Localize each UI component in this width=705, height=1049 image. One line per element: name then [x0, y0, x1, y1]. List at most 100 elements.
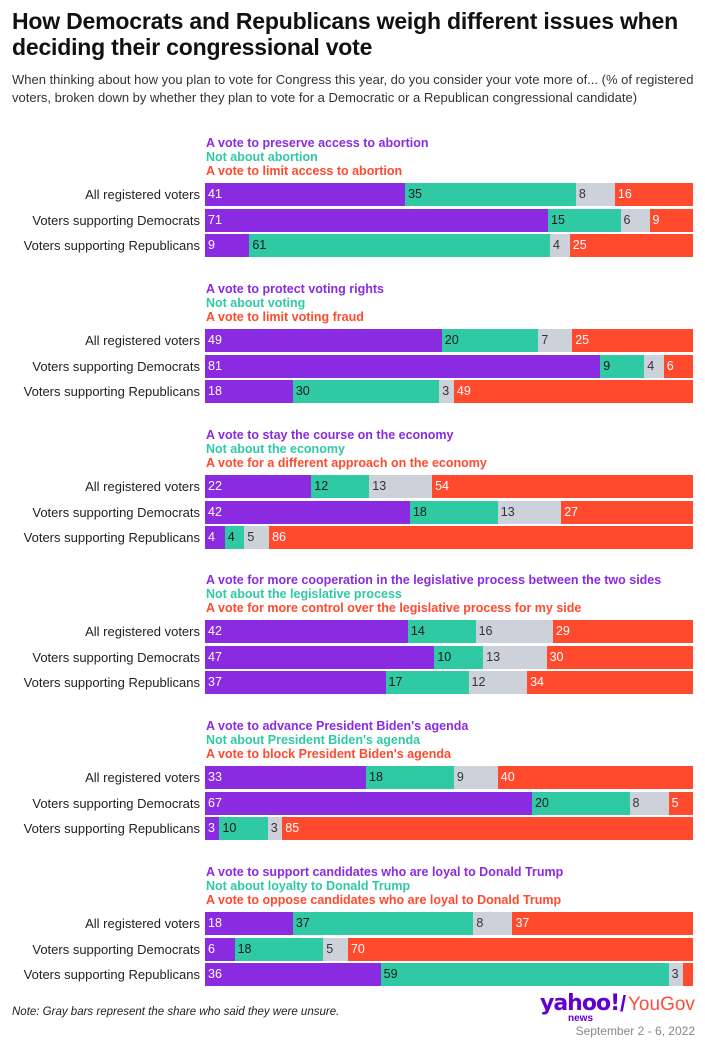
legend-entry: A vote to advance President Biden's agen… — [206, 719, 469, 733]
legend-entry: A vote to stay the course on the economy — [206, 428, 454, 442]
bar-segment-option1 — [205, 208, 549, 232]
chart-title: How Democrats and Republicans weigh diff… — [12, 8, 678, 60]
data-label: 4 — [227, 530, 235, 544]
category-label: Voters supporting Democrats — [32, 795, 200, 811]
data-label: 8 — [476, 916, 484, 930]
data-label: 30 — [295, 384, 310, 398]
bar-segment-option2 — [548, 208, 621, 232]
bar-segment-option3 — [497, 766, 694, 789]
legend-entry: A vote to limit access to abortion — [206, 164, 403, 178]
bar-segment-option3 — [668, 791, 694, 815]
data-label: 10 — [437, 649, 452, 664]
data-label: 34 — [530, 675, 544, 689]
category-label: Voters supporting Republicans — [23, 675, 200, 690]
data-label: 37 — [208, 675, 222, 689]
bar-segment-option3 — [282, 817, 694, 840]
bar-segment-option1 — [205, 912, 294, 935]
bar-segment-unsure — [629, 791, 669, 815]
chart-panel: A vote to support candidates who are loy… — [0, 865, 705, 1000]
bar-segment-option2 — [380, 963, 669, 986]
data-label: 25 — [575, 333, 590, 347]
bar-segment-unsure — [575, 183, 616, 206]
bar-segment-option1 — [205, 526, 226, 549]
category-label: Voters supporting Democrats — [32, 358, 200, 374]
data-label: 4 — [553, 238, 560, 252]
legend-entry: A vote to block President Biden's agenda — [206, 747, 451, 761]
data-label: 18 — [208, 916, 222, 930]
bar-segment-option1 — [205, 500, 411, 524]
bar-segment-option3 — [432, 475, 694, 498]
bar-segment-option1 — [205, 791, 533, 815]
data-label: 41 — [208, 187, 222, 201]
bar-segment-unsure — [668, 963, 684, 986]
stacked-bar: 71 15 6 9 — [205, 208, 694, 232]
data-label: 17 — [388, 675, 403, 689]
stacked-bar: 49 20 7 25 — [205, 329, 694, 352]
data-label: 18 — [208, 384, 222, 398]
bar-segment-unsure — [473, 912, 513, 935]
data-label: 25 — [572, 238, 587, 252]
category-label: All registered voters — [85, 333, 200, 348]
stacked-bar: 9 61 4 25 — [205, 234, 694, 257]
bar-segment-unsure — [323, 937, 349, 961]
bar-segment-option3 — [546, 645, 694, 669]
stacked-bar: 22 12 13 54 — [205, 475, 694, 498]
bar-segment-option3 — [663, 354, 694, 378]
data-label: 4 — [208, 530, 215, 544]
bar-segment-option3 — [453, 380, 694, 403]
data-label: 18 — [412, 504, 427, 519]
legend-entry: A vote to protect voting rights — [206, 282, 385, 296]
bar-segment-option2 — [292, 380, 440, 403]
bar-segment-option1 — [205, 817, 220, 840]
data-label: 9 — [652, 212, 660, 227]
data-label: 61 — [252, 238, 267, 252]
data-label: 37 — [515, 916, 530, 930]
yahoo-logo: yahoo! — [540, 991, 620, 1016]
data-label: 16 — [617, 187, 632, 201]
stacked-bar: 33 18 9 40 — [205, 766, 694, 789]
category-label: Voters supporting Democrats — [32, 212, 200, 228]
legend-entry: A vote to oppose candidates who are loya… — [206, 893, 562, 907]
data-label: 5 — [326, 941, 334, 956]
bar-segment-option1 — [205, 329, 443, 352]
news-logo-text: news — [568, 1013, 594, 1024]
chart-panel: A vote to protect voting rights Not about… — [0, 282, 705, 417]
bar-segment-option2 — [366, 766, 455, 789]
bar-segment-option3 — [527, 671, 694, 694]
data-label: 9 — [456, 770, 464, 784]
legend-entry: Not about the legislative process — [206, 587, 402, 601]
data-label: 14 — [410, 624, 425, 638]
bar-segment-option2 — [249, 234, 551, 257]
bar-segment-unsure — [644, 354, 665, 378]
category-label: Voters supporting Democrats — [32, 649, 200, 665]
bar-segment-option3 — [649, 208, 694, 232]
bar-segment-option2 — [434, 645, 484, 669]
category-label: Voters supporting Republicans — [23, 821, 200, 836]
chart-note: Note: Gray bars represent the share who … — [12, 1006, 340, 1018]
bar-segment-option2 — [405, 183, 577, 206]
bar-segment-option2 — [385, 671, 469, 694]
data-label: 13 — [372, 479, 387, 493]
stacked-bar: 3 10 3 85 — [205, 817, 694, 840]
stacked-bar: 37 17 12 34 — [205, 671, 694, 694]
category-label: Voters supporting Republicans — [23, 238, 200, 253]
data-label: 85 — [285, 821, 300, 835]
stacked-bar: 36 59 3 — [205, 963, 694, 986]
category-label: Voters supporting Republicans — [23, 967, 200, 982]
data-label: 5 — [247, 530, 255, 544]
data-label: 67 — [208, 795, 222, 810]
bar-segment-unsure — [497, 500, 562, 524]
data-label: 29 — [555, 624, 570, 638]
category-label: All registered voters — [85, 479, 200, 494]
bar-segment-unsure — [538, 329, 573, 352]
chart-panel: A vote to stay the course on the economy… — [0, 428, 705, 563]
data-label: 10 — [222, 821, 237, 835]
stacked-bar: 41 35 8 16 — [205, 183, 694, 206]
data-label: 8 — [632, 795, 640, 810]
data-label: 70 — [350, 941, 365, 956]
bar-segment-unsure — [620, 208, 650, 232]
data-label: 12 — [471, 675, 486, 689]
bar-segment-option3 — [512, 912, 694, 935]
stacked-bar: 42 14 16 29 — [205, 620, 694, 643]
legend-entry: A vote for more control over the legisla… — [206, 601, 582, 615]
